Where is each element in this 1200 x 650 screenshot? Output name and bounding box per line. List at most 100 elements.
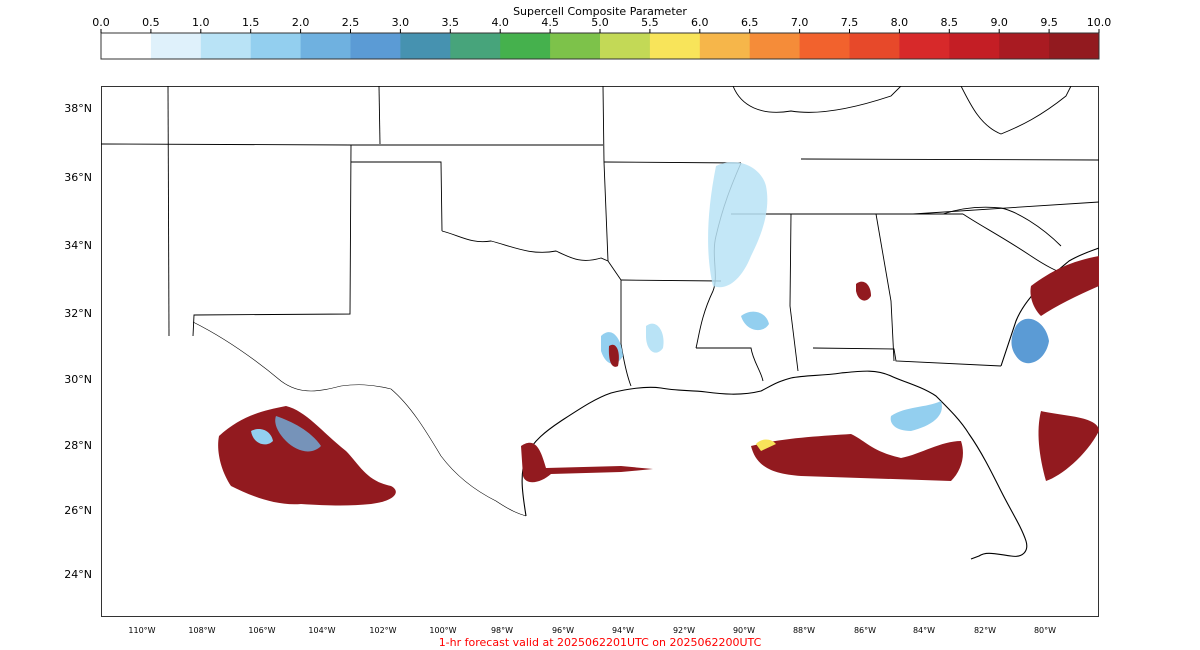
scp-high-region-gulf [751, 434, 963, 481]
colorbar-segment [550, 33, 601, 59]
scp-low-region-ms [708, 162, 768, 288]
colorbar-segment [899, 33, 950, 59]
lat-label: 34°N [64, 239, 92, 252]
colorbar-segment [949, 33, 1000, 59]
scp-low-region-gulf-east [890, 401, 942, 431]
lat-label: 32°N [64, 307, 92, 320]
scp-high-region-fl-atlantic [1038, 411, 1099, 481]
colorbar-tick-label: 4.0 [491, 16, 509, 29]
rio-grande [192, 321, 527, 517]
colorbar-tick-label: 3.5 [442, 16, 460, 29]
lon-label: 94°W [611, 626, 635, 635]
colorbar-tick-label: 1.0 [192, 16, 210, 29]
colorbar-segment [250, 33, 302, 59]
lat-label: 30°N [64, 373, 92, 386]
colorbar-segment [699, 33, 751, 59]
border-ar-la [620, 279, 722, 282]
colorbar-tick-label: 5.5 [641, 16, 659, 29]
state-borders [101, 86, 1099, 387]
lat-label: 28°N [64, 439, 92, 452]
colorbar-segment [350, 33, 401, 59]
colorbar-segment [649, 33, 701, 59]
colorbar-segment [849, 33, 900, 59]
colorbar-tick-label: 7.0 [791, 16, 809, 29]
colorbar-segment [400, 33, 451, 59]
scp-high-region-mexico [218, 406, 396, 506]
lon-label: 104°W [308, 626, 336, 635]
colorbar-tick-label: 5.0 [591, 16, 609, 29]
scp-high-spot-la [608, 344, 619, 367]
border-ky-tn-wv [732, 86, 902, 113]
lon-label: 80°W [1033, 626, 1057, 635]
scp-mid-region-mexico [275, 416, 321, 452]
border-ga-sc [962, 213, 1070, 277]
scp-low-region-la-2 [646, 323, 664, 353]
lat-label: 26°N [64, 504, 92, 517]
colorbar-segment [200, 33, 252, 59]
lon-label: 110°W [128, 626, 156, 635]
colorbar-tick-label: 8.0 [891, 16, 909, 29]
scp-mid-region-mexico-2 [251, 429, 273, 445]
lon-label: 100°W [429, 626, 457, 635]
map-canvas [101, 86, 1099, 560]
lon-label: 82°W [973, 626, 997, 635]
colorbar-segment [150, 33, 202, 59]
colorbar-tick-label: 0.0 [92, 16, 110, 29]
border-la-ms [696, 347, 764, 382]
colorbar-tick-label: 3.0 [392, 16, 410, 29]
colorbar-segment [450, 33, 501, 59]
colorbar-segment [749, 33, 801, 59]
lon-label: 106°W [248, 626, 276, 635]
border-ut-co [378, 86, 381, 145]
colorbar-segment [500, 33, 551, 59]
lon-label: 98°W [490, 626, 514, 635]
colorbar-tick-label: 6.5 [741, 16, 759, 29]
lon-label: 108°W [188, 626, 216, 635]
border-al-ga [875, 213, 895, 362]
colorbar-tick-label: 9.0 [990, 16, 1008, 29]
map-frame [101, 86, 1099, 617]
lon-label: 88°W [792, 626, 816, 635]
border-co-nm [101, 143, 352, 146]
scp-high-region-ga-coast [1030, 256, 1099, 316]
scp-overlay [218, 162, 1099, 506]
lat-label: 36°N [64, 171, 92, 184]
coastline [521, 247, 1099, 560]
colorbar-tick-label: 8.5 [941, 16, 959, 29]
colorbar-title: Supercell Composite Parameter [513, 5, 687, 18]
colorbar-tick-label: 9.5 [1040, 16, 1058, 29]
scp-edge-gulf [756, 439, 776, 451]
border-al-fl [812, 347, 1002, 367]
lon-label: 90°W [732, 626, 756, 635]
colorbar-tick-label: 2.5 [342, 16, 360, 29]
colorbar-tick-label: 1.5 [242, 16, 260, 29]
scp-high-spot-al [856, 281, 871, 301]
colorbar-segment [999, 33, 1050, 59]
colorbar-tick-label: 2.0 [292, 16, 310, 29]
colorbar-segment [300, 33, 351, 59]
border-ms-al [789, 213, 799, 372]
colorbar-segment [600, 33, 651, 59]
border-ok-tx-river [441, 230, 609, 262]
scp-mid-region-ga [1011, 318, 1049, 364]
colorbar-tick-label: 10.0 [1087, 16, 1112, 29]
border-tn-ky [800, 158, 1099, 161]
border-wv [960, 86, 1072, 135]
border-az-nm [167, 86, 170, 337]
scp-high-region-tx-coast [521, 442, 653, 483]
border-nm-tx [192, 144, 352, 337]
lat-label: 24°N [64, 568, 92, 581]
lon-label: 102°W [369, 626, 397, 635]
lon-label: 96°W [551, 626, 575, 635]
colorbar-tick-label: 6.0 [691, 16, 709, 29]
lat-label: 38°N [64, 102, 92, 115]
scp-low-region-al [741, 311, 769, 331]
border-ar-mo [603, 161, 742, 164]
lon-label: 84°W [912, 626, 936, 635]
colorbar-tick-label: 4.5 [541, 16, 559, 29]
colorbar-segment [101, 33, 152, 59]
border-va-nc [912, 201, 1099, 215]
border-tx-la [607, 260, 632, 387]
lon-label: 86°W [853, 626, 877, 635]
colorbar-tick-label: 7.5 [841, 16, 859, 29]
